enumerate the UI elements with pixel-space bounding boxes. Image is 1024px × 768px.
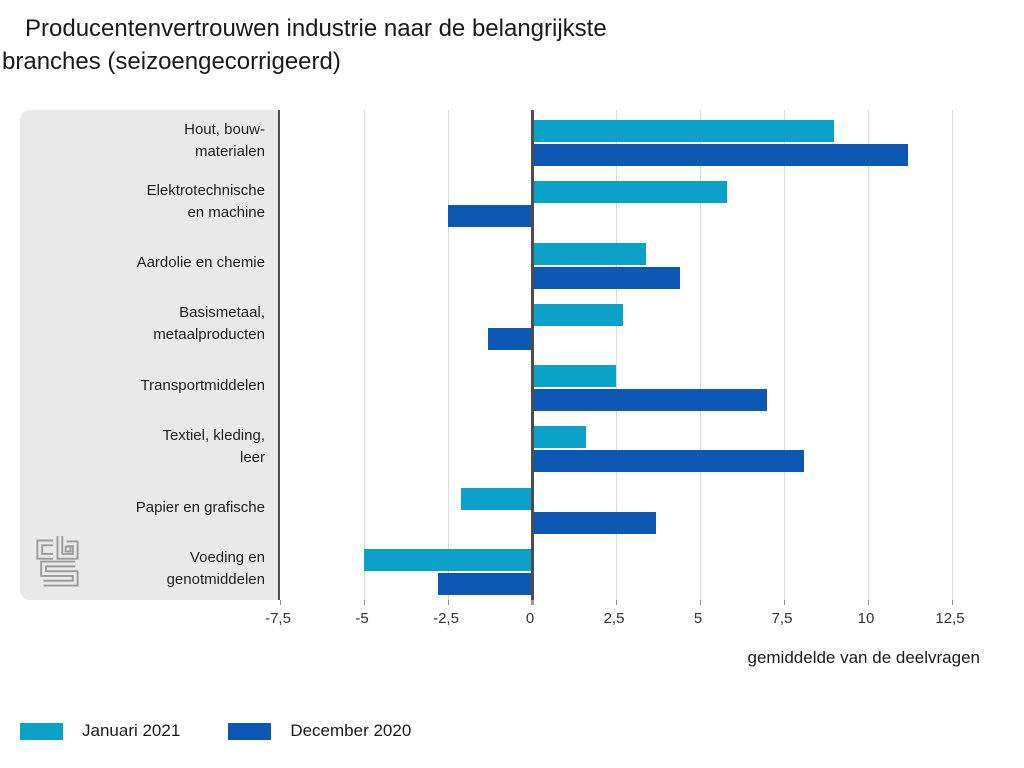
axis-tick-mark — [867, 600, 869, 605]
plot-area — [278, 110, 962, 605]
bar-januari-2021 — [532, 242, 647, 265]
bar-januari-2021 — [532, 181, 727, 204]
x-axis-tick-label: 5 — [693, 610, 703, 627]
bar-december-2020 — [437, 572, 532, 595]
gridline — [363, 110, 365, 600]
chart-title: Producentenvertrouwen industrie naar de … — [0, 12, 607, 78]
x-axis-tick-label: 10 — [857, 610, 875, 627]
x-axis-tick-label: -7,5 — [265, 610, 291, 627]
x-axis-tick-label: 2,5 — [603, 610, 625, 627]
legend-item: Januari 2021 — [20, 721, 180, 741]
x-axis-tick-label: 12,5 — [935, 610, 965, 627]
axis-tick-mark — [951, 600, 953, 605]
legend-item: December 2020 — [228, 721, 411, 741]
category-label: Aardolie en chemie — [136, 254, 265, 272]
x-axis-tick-label: -2,5 — [433, 610, 459, 627]
legend-label: December 2020 — [290, 721, 412, 740]
axis-tick-mark — [699, 600, 701, 605]
axis-tick-mark — [279, 600, 281, 605]
bar-januari-2021 — [532, 120, 835, 142]
axis-tick-mark — [615, 600, 617, 605]
zero-line — [530, 110, 534, 600]
bar-januari-2021 — [532, 365, 616, 387]
x-axis-tick-labels: -7,5 -5 -2,5 0 2,5 5 7,5 10 12,5 — [265, 610, 965, 632]
bar-december-2020 — [532, 450, 805, 473]
category-label: Voeding en genotmiddelen — [166, 549, 265, 589]
bar-december-2020 — [532, 389, 768, 411]
gridline — [447, 110, 449, 600]
axis-tick-mark — [783, 600, 785, 605]
axis-tick-mark — [447, 600, 449, 605]
axis-tick-mark — [363, 600, 365, 605]
bar-december-2020 — [532, 144, 909, 166]
gridline — [783, 110, 785, 600]
bar-januari-2021 — [532, 426, 586, 449]
category-label: Elektrotechnische en machine — [146, 181, 265, 221]
x-axis-title: gemiddelde van de deelvragen — [747, 648, 980, 667]
category-label: Papier en grafische — [135, 499, 265, 517]
category-label: Basismetaal, metaalproducten — [153, 304, 265, 344]
x-axis-tick-label: -5 — [355, 610, 369, 627]
bar-januari-2021 — [364, 548, 532, 571]
gridline — [699, 110, 701, 600]
x-axis-tick-label: 0 — [525, 610, 535, 627]
chart-title-line2: branches (seizoengecorrigeerd) — [2, 48, 341, 75]
gridline — [615, 110, 617, 600]
category-label: Hout, bouw-materialen — [184, 120, 265, 160]
category-label: Textiel, kleding, leer — [162, 426, 265, 466]
bar-januari-2021 — [532, 303, 623, 326]
gridline — [867, 110, 869, 600]
bar-december-2020 — [448, 205, 532, 228]
legend: Januari 2021 December 2020 — [20, 721, 411, 741]
legend-label: Januari 2021 — [82, 721, 181, 740]
chart-title-line1: Producentenvertrouwen industrie naar de … — [25, 15, 607, 42]
bar-december-2020 — [532, 511, 657, 534]
category-label-panel: Hout, bouw-materialen Elektrotechnische en… — [20, 110, 278, 600]
legend-swatch-januari-2021 — [20, 722, 63, 740]
bar-januari-2021 — [461, 487, 532, 510]
cbs-logo-icon — [36, 536, 79, 587]
category-label: Transportmiddelen — [140, 376, 265, 394]
axis-tick-mark — [530, 600, 534, 605]
legend-swatch-december-2020 — [228, 722, 272, 740]
gridline — [951, 110, 953, 600]
x-axis-tick-label: 7,5 — [771, 610, 793, 627]
bar-december-2020 — [488, 327, 532, 350]
bar-december-2020 — [532, 266, 680, 289]
